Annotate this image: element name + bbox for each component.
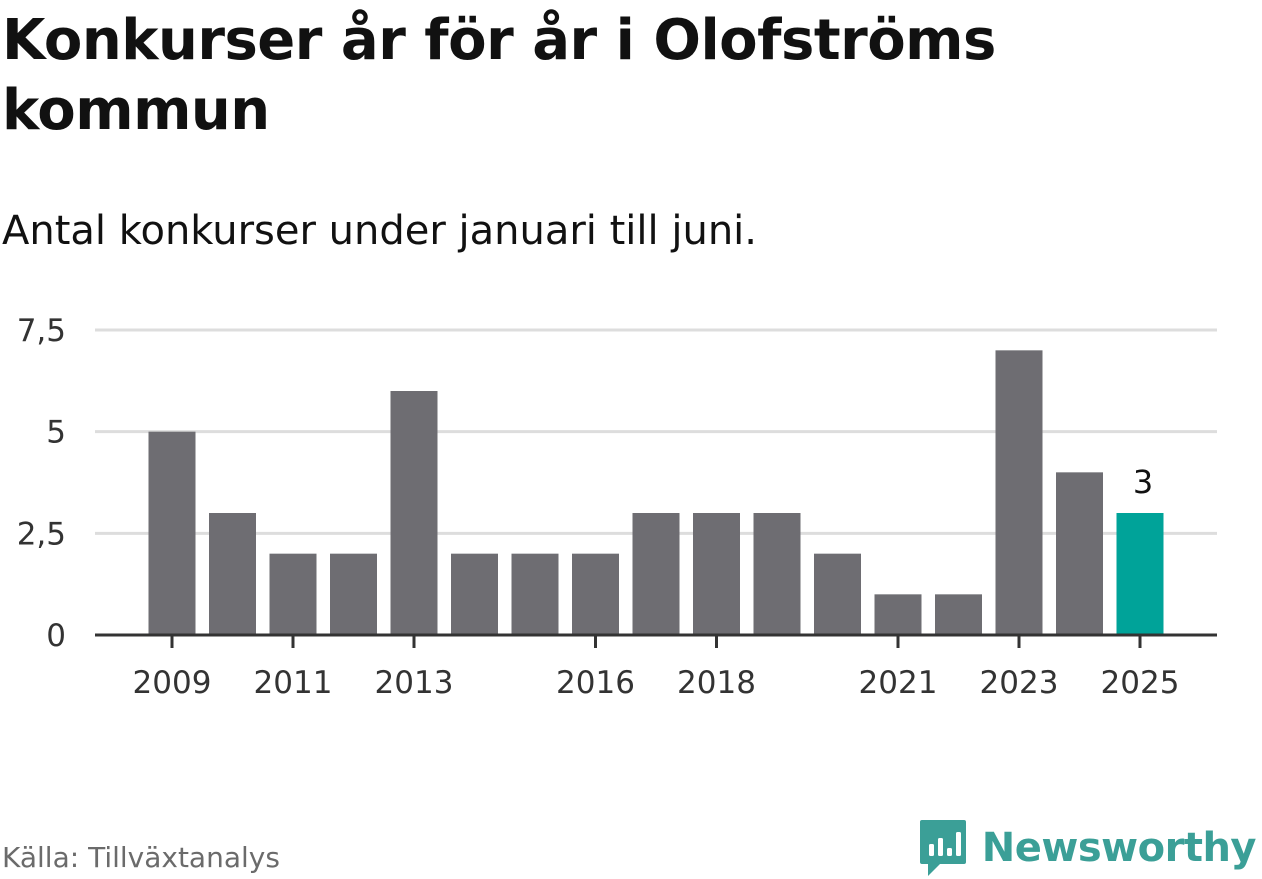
bar-2025 [1116,513,1164,635]
gridlines [95,328,1217,535]
bar-chart: 0 2,5 5 7,5 2009 2011 2013 2016 2018 2021 2023 2025… [17,313,1217,701]
bar-2016 [572,553,619,635]
newsworthy-logo-icon [918,818,968,878]
chart-title: Konkurser år för år i Olofströms kommun [2,8,996,143]
bar-2020 [814,553,861,635]
data-label: 3 [1133,463,1153,501]
bar-2022 [935,594,982,635]
bar-2015 [511,553,559,635]
y-tick-label: 5 [46,415,66,451]
brand-name: Newsworthy [981,825,1257,871]
bar-2023 [995,350,1043,635]
brand-logo: Newsworthy [918,818,1257,878]
x-tick-label: 2016 [556,665,635,701]
x-tick-label: 2018 [677,665,756,701]
y-tick-label: 7,5 [17,313,66,349]
bar-2017 [632,513,680,635]
x-tick-label: 2023 [980,665,1059,701]
x-tick-label: 2013 [375,665,454,701]
bar-2024 [1056,472,1103,635]
bar-2010 [209,513,256,635]
y-tick-label: 0 [46,618,66,654]
y-tick-label: 2,5 [17,516,66,552]
bars [148,350,1164,635]
bar-2011 [269,553,317,635]
bar-2019 [753,513,801,635]
x-tick-label: 2009 [133,665,212,701]
bar-2012 [330,553,377,635]
source-note: Källa: Tillväxtanalys [2,841,280,874]
x-tick-label: 2025 [1101,665,1180,701]
bar-2009 [148,431,196,635]
bar-2014 [451,553,498,635]
x-tick-label: 2011 [254,665,333,701]
labels: 0 2,5 5 7,5 2009 2011 2013 2016 2018 2021 2023 2025… [17,313,1180,701]
chart-subtitle: Antal konkurser under januari till juni. [2,208,757,254]
axes [95,633,1217,648]
bar-2013 [390,391,438,635]
x-tick-label: 2021 [859,665,938,701]
bar-2018 [693,513,740,635]
bar-2021 [874,594,922,635]
